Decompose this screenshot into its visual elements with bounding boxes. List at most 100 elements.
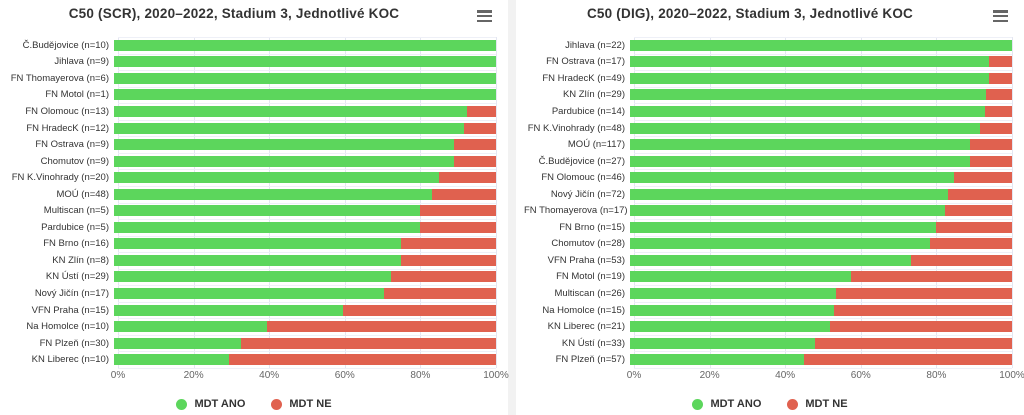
- bar-segment-mdt-ano[interactable]: [114, 122, 465, 134]
- legend-item-mdt-ano[interactable]: MDT ANO: [176, 398, 245, 410]
- bar-segment-mdt-ne[interactable]: [400, 254, 496, 266]
- bar-segment-mdt-ano[interactable]: [630, 221, 936, 233]
- bar-segment-mdt-ano[interactable]: [630, 287, 836, 299]
- bar-segment-mdt-ano[interactable]: [630, 238, 931, 250]
- gridline-horizontal: [634, 252, 1012, 254]
- chart-row: KN Liberec (n=21): [524, 318, 1012, 335]
- hamburger-menu-icon[interactable]: [477, 10, 492, 22]
- bar-segment-mdt-ano[interactable]: [630, 89, 986, 101]
- bar-segment-mdt-ne[interactable]: [989, 56, 1012, 68]
- bar-track: [114, 271, 496, 283]
- bar-segment-mdt-ano[interactable]: [114, 238, 401, 250]
- bar-segment-mdt-ne[interactable]: [980, 122, 1012, 134]
- bar-segment-mdt-ne[interactable]: [419, 205, 496, 217]
- bar-segment-mdt-ne[interactable]: [390, 271, 496, 283]
- gridline-horizontal: [118, 252, 496, 254]
- bar-segment-mdt-ne[interactable]: [343, 304, 496, 316]
- bar-segment-mdt-ne[interactable]: [400, 238, 496, 250]
- bar-segment-mdt-ano[interactable]: [114, 172, 439, 184]
- bar-segment-mdt-ne[interactable]: [466, 105, 496, 117]
- bar-segment-mdt-ano[interactable]: [630, 354, 805, 366]
- bar-segment-mdt-ano[interactable]: [114, 304, 344, 316]
- bar-segment-mdt-ne[interactable]: [969, 139, 1012, 151]
- bar-segment-mdt-ne[interactable]: [930, 238, 1012, 250]
- bar-segment-mdt-ano[interactable]: [114, 56, 496, 68]
- bar-segment-mdt-ano[interactable]: [630, 254, 912, 266]
- bar-segment-mdt-ano[interactable]: [114, 205, 420, 217]
- gridline-horizontal: [634, 268, 1012, 270]
- bar-segment-mdt-ano[interactable]: [630, 122, 981, 134]
- chart-row: KN Ústí (n=29): [8, 269, 496, 286]
- bar-segment-mdt-ano[interactable]: [114, 139, 454, 151]
- bar-segment-mdt-ne[interactable]: [383, 287, 496, 299]
- bar-segment-mdt-ano[interactable]: [114, 221, 420, 233]
- gridline-horizontal: [118, 136, 496, 138]
- bar-segment-mdt-ne[interactable]: [985, 89, 1012, 101]
- bar-segment-mdt-ano[interactable]: [114, 337, 242, 349]
- gridline-horizontal: [118, 318, 496, 320]
- bar-segment-mdt-ne[interactable]: [935, 221, 1012, 233]
- bar-segment-mdt-ano[interactable]: [630, 139, 970, 151]
- bar-segment-mdt-ne[interactable]: [432, 188, 496, 200]
- bar-segment-mdt-ano[interactable]: [630, 271, 852, 283]
- bar-segment-mdt-ne[interactable]: [969, 155, 1012, 167]
- bar-segment-mdt-ne[interactable]: [835, 287, 1012, 299]
- bar-segment-mdt-ne[interactable]: [804, 354, 1012, 366]
- gridline-horizontal: [634, 185, 1012, 187]
- bar-segment-mdt-ne[interactable]: [944, 205, 1012, 217]
- bar-segment-mdt-ano[interactable]: [114, 39, 496, 51]
- bar-segment-mdt-ano[interactable]: [630, 321, 831, 333]
- legend-item-mdt-ano[interactable]: MDT ANO: [692, 398, 761, 410]
- panel-divider: [508, 0, 516, 415]
- bar-segment-mdt-ne[interactable]: [438, 172, 496, 184]
- category-label: FN Thomayerova (n=17): [524, 205, 628, 217]
- bar-segment-mdt-ano[interactable]: [114, 72, 496, 84]
- bar-segment-mdt-ne[interactable]: [815, 337, 1012, 349]
- bar-segment-mdt-ano[interactable]: [630, 56, 990, 68]
- bar-segment-mdt-ne[interactable]: [984, 105, 1012, 117]
- bar-track: [630, 72, 1012, 84]
- bar-segment-mdt-ne[interactable]: [851, 271, 1012, 283]
- bar-segment-mdt-ano[interactable]: [630, 72, 989, 84]
- bar-segment-mdt-ne[interactable]: [911, 254, 1012, 266]
- bar-segment-mdt-ne[interactable]: [830, 321, 1012, 333]
- chart-row: Chomutov (n=9): [8, 153, 496, 170]
- bar-segment-mdt-ano[interactable]: [114, 105, 467, 117]
- bar-segment-mdt-ano[interactable]: [114, 287, 384, 299]
- gridline-horizontal: [118, 103, 496, 105]
- bar-segment-mdt-ano[interactable]: [114, 188, 433, 200]
- bar-segment-mdt-ne[interactable]: [419, 221, 496, 233]
- bar-track: [114, 354, 496, 366]
- bar-segment-mdt-ano[interactable]: [114, 155, 454, 167]
- bar-segment-mdt-ano[interactable]: [630, 172, 954, 184]
- bar-segment-mdt-ne[interactable]: [453, 155, 496, 167]
- bar-segment-mdt-ano[interactable]: [630, 39, 1012, 51]
- bar-segment-mdt-ano[interactable]: [114, 89, 496, 101]
- bar-segment-mdt-ne[interactable]: [228, 354, 496, 366]
- legend-label: MDT ANO: [710, 398, 762, 410]
- bar-segment-mdt-ano[interactable]: [630, 337, 816, 349]
- bar-segment-mdt-ano[interactable]: [114, 271, 391, 283]
- bar-segment-mdt-ano[interactable]: [630, 188, 949, 200]
- bar-segment-mdt-ano[interactable]: [114, 254, 401, 266]
- bar-segment-mdt-ano[interactable]: [630, 304, 834, 316]
- bar-segment-mdt-ano[interactable]: [114, 354, 229, 366]
- bar-segment-mdt-ne[interactable]: [241, 337, 496, 349]
- bar-segment-mdt-ano[interactable]: [630, 205, 945, 217]
- bar-segment-mdt-ne[interactable]: [953, 172, 1012, 184]
- bar-track: [114, 56, 496, 68]
- bar-segment-mdt-ne[interactable]: [833, 304, 1012, 316]
- bar-segment-mdt-ne[interactable]: [464, 122, 496, 134]
- bar-segment-mdt-ne[interactable]: [948, 188, 1012, 200]
- legend-item-mdt-ne[interactable]: MDT NE: [787, 398, 848, 410]
- legend-item-mdt-ne[interactable]: MDT NE: [271, 398, 332, 410]
- bar-segment-mdt-ne[interactable]: [266, 321, 496, 333]
- chart-row: MOÚ (n=48): [8, 186, 496, 203]
- bar-segment-mdt-ano[interactable]: [630, 105, 985, 117]
- hamburger-menu-icon[interactable]: [993, 10, 1008, 22]
- gridline-horizontal: [634, 136, 1012, 138]
- bar-segment-mdt-ne[interactable]: [453, 139, 496, 151]
- bar-segment-mdt-ne[interactable]: [988, 72, 1012, 84]
- bar-segment-mdt-ano[interactable]: [630, 155, 970, 167]
- bar-segment-mdt-ano[interactable]: [114, 321, 267, 333]
